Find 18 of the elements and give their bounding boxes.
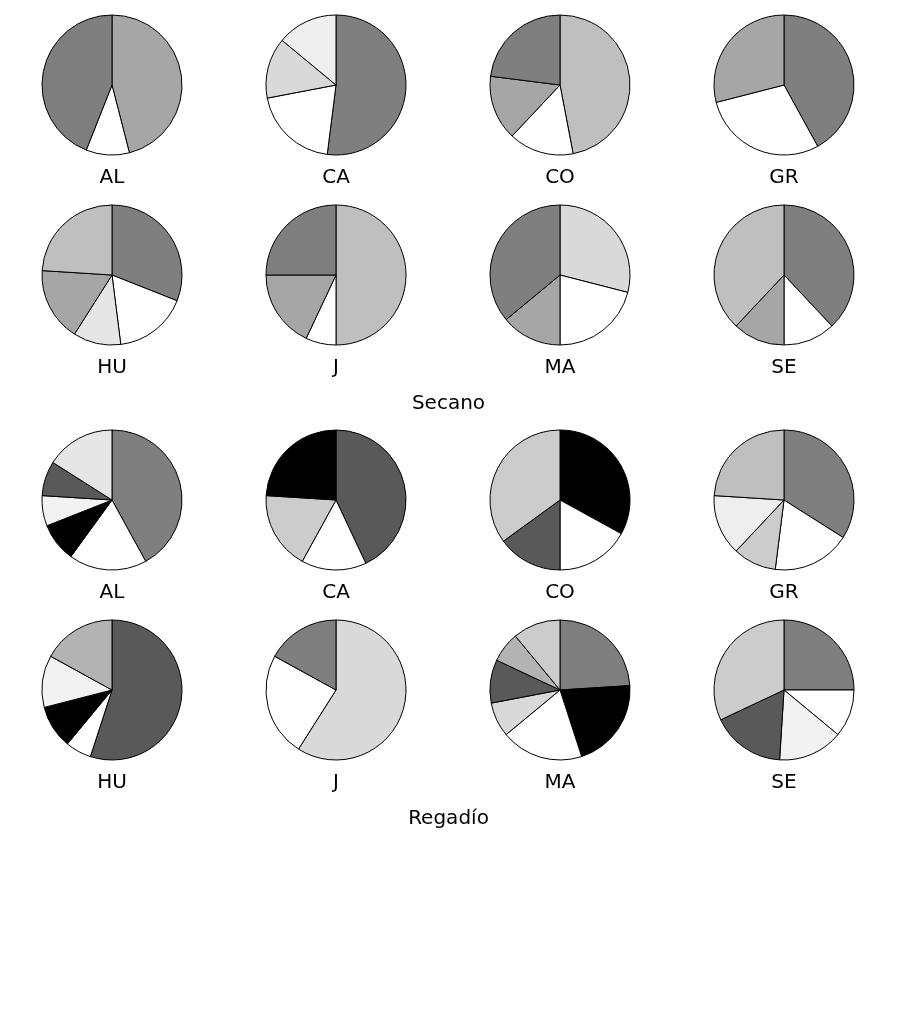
text: MA xyxy=(544,769,576,793)
text: AL xyxy=(99,164,126,188)
text: Secano xyxy=(410,390,487,414)
text: GR xyxy=(769,164,799,188)
text: CA xyxy=(322,164,351,188)
text: HU xyxy=(97,354,127,378)
text: Regadío xyxy=(407,805,490,829)
text: GR xyxy=(769,579,799,603)
text: CO xyxy=(545,164,575,188)
text: SE xyxy=(771,354,797,378)
text: AL xyxy=(99,579,126,603)
text: J xyxy=(331,354,339,378)
text: SE xyxy=(771,769,797,793)
text: CA xyxy=(322,579,351,603)
text: J xyxy=(331,769,339,793)
text: CO xyxy=(545,579,575,603)
text: MA xyxy=(544,354,576,378)
text: HU xyxy=(97,769,127,793)
